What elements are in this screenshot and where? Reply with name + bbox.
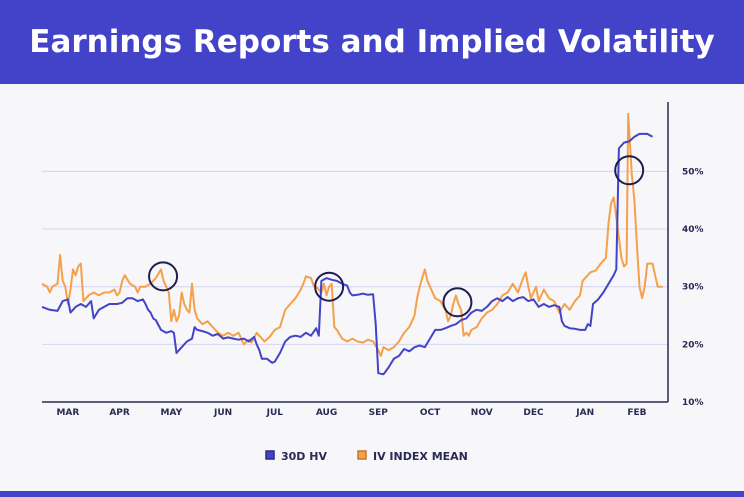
y-tick-label: 40% bbox=[682, 225, 704, 235]
chart-title: Earnings Reports and Implied Volatility bbox=[29, 24, 715, 60]
earnings-marker-circle bbox=[442, 287, 473, 318]
x-tick-label: JUL bbox=[266, 408, 284, 418]
legend-swatch bbox=[265, 450, 275, 460]
x-tick-label: JAN bbox=[575, 408, 594, 418]
y-tick-label: 30% bbox=[682, 283, 704, 293]
chart-header: Earnings Reports and Implied Volatility bbox=[0, 0, 744, 84]
earnings-marker-circle bbox=[614, 155, 645, 186]
legend: 30D HV IV INDEX MEAN bbox=[265, 450, 468, 463]
line-chart: 10% 20% 30% 40% 50% MAR APR MAY JUN JUL AUG SEP OCT N… bbox=[41, 102, 704, 463]
x-tick-label: AUG bbox=[316, 408, 337, 418]
earnings-marker-circle bbox=[314, 271, 345, 302]
x-tick-label: OCT bbox=[420, 408, 441, 418]
x-tick-label: NOV bbox=[471, 408, 493, 418]
legend-label: IV INDEX MEAN bbox=[373, 450, 468, 463]
legend-swatch bbox=[357, 450, 367, 460]
series-line-hv bbox=[41, 132, 653, 376]
earnings-marker-circle bbox=[148, 261, 179, 292]
x-tick-label: MAY bbox=[161, 408, 183, 418]
y-tick-label: 10% bbox=[682, 398, 704, 408]
x-tick-label: MAR bbox=[56, 408, 79, 418]
y-tick-label: 20% bbox=[682, 340, 704, 350]
x-tick-label: APR bbox=[109, 408, 130, 418]
y-tick-label: 50% bbox=[682, 167, 704, 177]
footer-bar bbox=[0, 491, 744, 497]
x-tick-label: FEB bbox=[627, 408, 646, 418]
x-tick-label: SEP bbox=[369, 408, 389, 418]
x-tick-label: JUN bbox=[213, 408, 232, 418]
legend-label: 30D HV bbox=[281, 450, 327, 463]
series-line-iv bbox=[41, 112, 663, 357]
x-tick-label: DEC bbox=[523, 408, 544, 418]
